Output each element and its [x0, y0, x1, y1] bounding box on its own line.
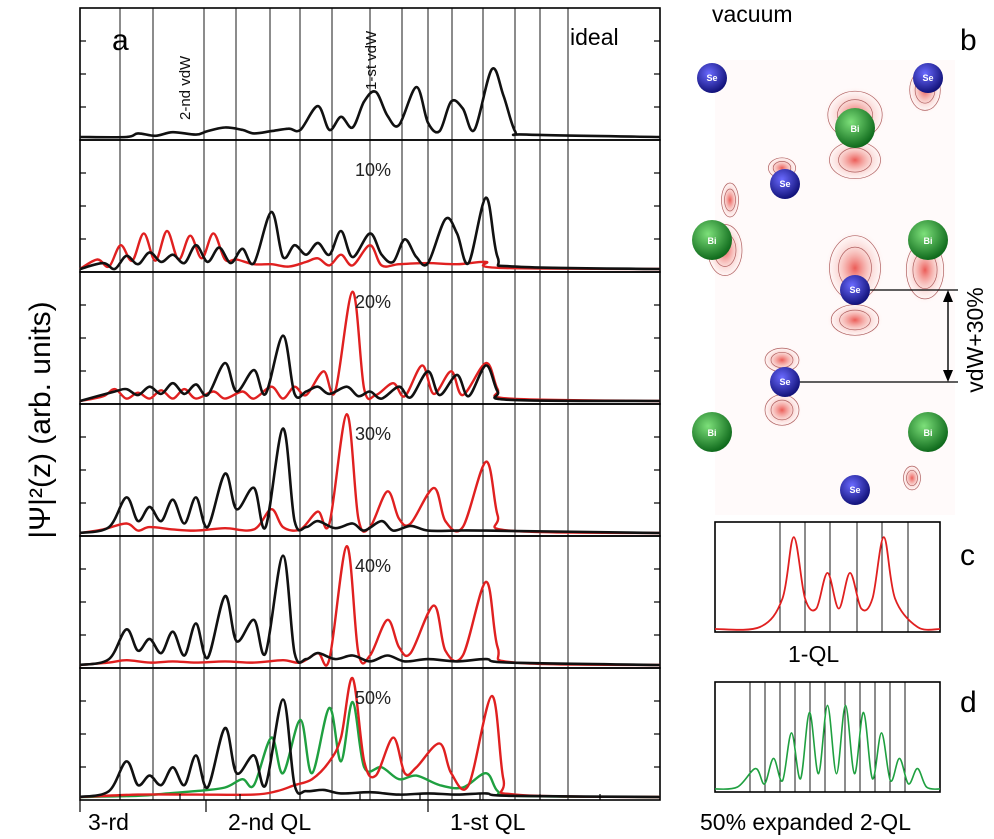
series-black-line	[79, 554, 661, 667]
subplot-label: 20%	[355, 292, 391, 312]
bi-atom	[908, 220, 948, 260]
label-3rd: 3-rd	[88, 809, 129, 835]
density-lobe	[762, 346, 802, 374]
bi-atom-label: Bi	[708, 236, 717, 246]
label-50-expanded: 50% expanded 2-QL	[700, 809, 911, 835]
density-lobe	[720, 180, 740, 220]
se-atom	[840, 275, 870, 305]
subplot-label: 10%	[355, 160, 391, 180]
bi-atom-label: Bi	[924, 428, 933, 438]
density-lobe	[902, 464, 922, 492]
panel-b: vacuum Se Se Se Se Se Se Bi Bi Bi Bi Bi vdW+30%	[692, 1, 988, 515]
panel-c	[714, 521, 941, 633]
density-contour	[721, 182, 739, 218]
density-contour	[839, 309, 871, 331]
bi-atom-label: Bi	[851, 124, 860, 134]
se-atom	[840, 475, 870, 505]
se-atom-label: Se	[922, 73, 933, 83]
series-black-line	[79, 196, 661, 271]
series-black-line	[79, 67, 661, 139]
density-contour	[724, 188, 736, 212]
label-1-ql: 1-QL	[788, 641, 839, 667]
panel-label-c: c	[960, 539, 975, 572]
bi-atom	[692, 412, 732, 452]
series-red-line	[79, 229, 661, 271]
density-lobe	[825, 230, 885, 306]
panel-a: 10% 20% 30% 40% 50%	[79, 7, 661, 812]
subplot-label: 40%	[355, 556, 391, 576]
label-vdw-30: vdW+30%	[962, 287, 988, 392]
density-lobe	[762, 392, 802, 428]
bi-atom-label: Bi	[924, 236, 933, 246]
label-1st-ql: 1-st QL	[450, 809, 526, 835]
se-atom-label: Se	[849, 485, 860, 495]
vdw-arrow-head-bottom	[943, 370, 953, 382]
panel-c-frame	[714, 521, 941, 633]
se-atom	[913, 63, 943, 93]
series-green-line	[714, 704, 941, 790]
atoms: Se Se Se Se Se Se Bi Bi Bi Bi Bi	[692, 63, 948, 505]
subplot-label: 30%	[355, 424, 391, 444]
density-contour	[903, 465, 921, 491]
subplot-label: 50%	[355, 688, 391, 708]
se-atom-label: Se	[779, 179, 790, 189]
panel-label-d: d	[960, 686, 977, 719]
panel-label-b: b	[960, 24, 977, 57]
se-atom	[697, 63, 727, 93]
series-red-line	[79, 676, 661, 799]
label-2nd-vdw: 2-nd vdW	[177, 55, 194, 120]
panel-d	[714, 681, 941, 793]
series-black-line	[79, 698, 661, 799]
label-1st-vdw: 1-st vdW	[363, 30, 380, 90]
density-lobe	[825, 138, 885, 182]
density-contour	[906, 469, 918, 487]
series-green-line	[79, 700, 661, 799]
series-red-line	[79, 544, 661, 667]
vdw-arrow-head-top	[943, 290, 953, 302]
density-lobe	[827, 302, 883, 338]
series-red-line	[79, 290, 661, 403]
density-contour	[770, 399, 794, 421]
bi-atom	[908, 412, 948, 452]
se-atom-label: Se	[849, 285, 860, 295]
label-2nd-ql: 2-nd QL	[228, 809, 311, 835]
panel-d-frame	[714, 681, 941, 793]
bi-atom	[692, 220, 732, 260]
se-atom	[770, 169, 800, 199]
panel-a-ylabel: |Ψ|²(z) (arb. units)	[24, 301, 57, 538]
series-red-line	[714, 536, 941, 631]
se-atom-label: Se	[779, 377, 790, 387]
series-black-line	[79, 334, 661, 403]
series-red-line	[79, 412, 661, 535]
series-black-line	[79, 427, 661, 535]
label-vacuum: vacuum	[712, 1, 793, 27]
bi-atom	[835, 108, 875, 148]
se-atom-label: Se	[706, 73, 717, 83]
bi-atom-label: Bi	[708, 428, 717, 438]
label-ideal: ideal	[570, 24, 619, 50]
panel-label-a: a	[112, 24, 129, 57]
se-atom	[770, 367, 800, 397]
